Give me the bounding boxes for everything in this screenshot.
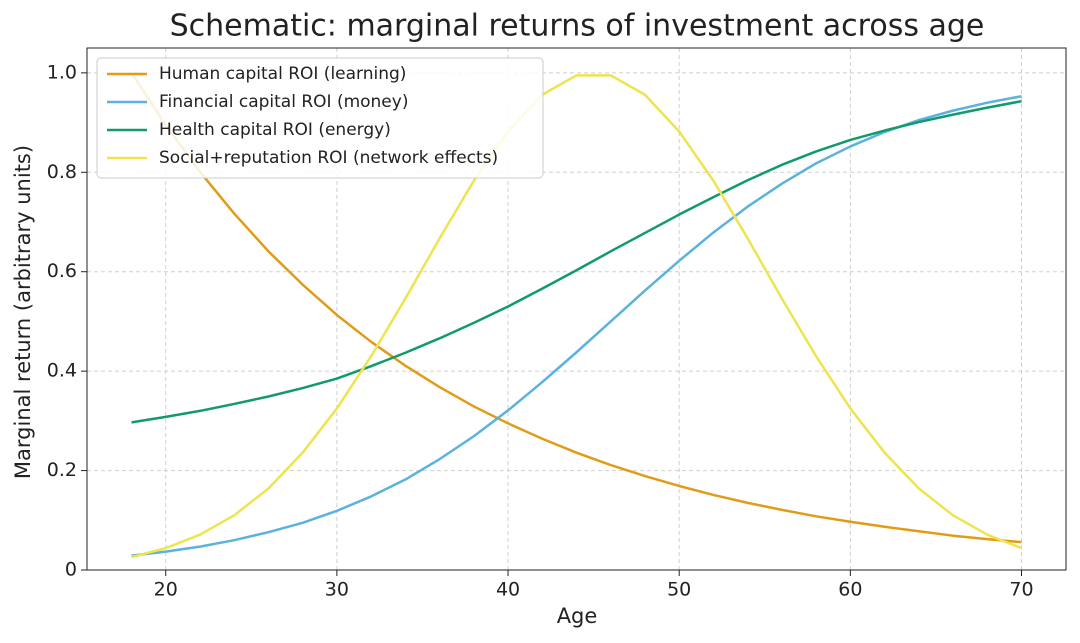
legend: Human capital ROI (learning) Financial ca… (96, 57, 544, 179)
x-tick-label: 20 (154, 579, 178, 601)
legend-label: Financial capital ROI (money) (159, 92, 408, 112)
legend-label: Human capital ROI (learning) (159, 64, 406, 84)
y-tick-label: 0.6 (47, 260, 77, 282)
y-tick-label: 1.0 (47, 61, 77, 83)
legend-label: Social+reputation ROI (network effects) (159, 148, 498, 168)
series-line (130, 72, 1022, 544)
series-line (131, 99, 1022, 424)
y-tick-label: 0 (65, 559, 77, 581)
legend-box (96, 57, 544, 179)
series-line (131, 74, 1022, 559)
x-tick-label: 30 (325, 579, 349, 601)
y-axis-label: Marginal return (arbitrary units) (11, 145, 35, 479)
x-tick-label: 40 (496, 579, 520, 601)
chart-title: Schematic: marginal returns of investmen… (170, 9, 985, 44)
x-axis-label: Age (557, 604, 598, 628)
series-line (131, 94, 1022, 557)
x-tick-label: 70 (1009, 579, 1033, 601)
y-tick-label: 0.2 (47, 459, 77, 481)
legend-label: Health capital ROI (energy) (159, 120, 391, 140)
y-tick-label: 0.8 (47, 161, 77, 183)
x-tick-label: 60 (838, 579, 862, 601)
x-tick-label: 50 (667, 579, 691, 601)
y-tick-label: 0.4 (47, 360, 77, 382)
axes-frame (86, 47, 1067, 571)
